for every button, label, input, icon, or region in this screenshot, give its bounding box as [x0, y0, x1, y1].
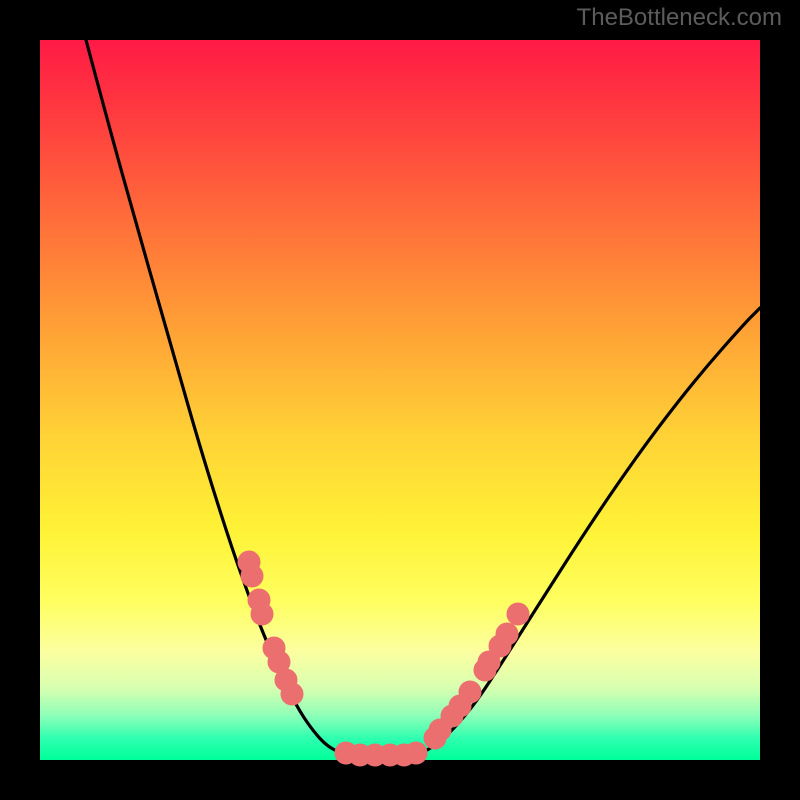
plot-gradient-area [40, 40, 760, 760]
chart-canvas: TheBottleneck.com [0, 0, 800, 800]
watermark-text: TheBottleneck.com [577, 4, 782, 32]
